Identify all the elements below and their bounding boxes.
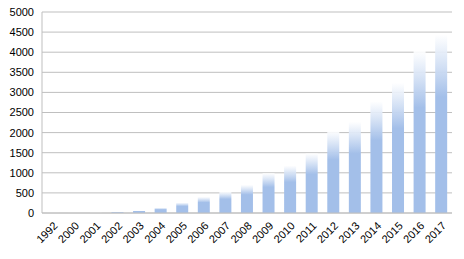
svg-text:2010: 2010 [271,219,297,245]
svg-text:2009: 2009 [250,219,276,245]
svg-text:2011: 2011 [293,219,318,244]
svg-text:1000: 1000 [10,167,34,179]
svg-text:3500: 3500 [10,66,34,78]
svg-text:4000: 4000 [10,46,34,58]
svg-text:2000: 2000 [56,219,82,245]
svg-text:2007: 2007 [207,219,233,245]
svg-text:1992: 1992 [34,219,60,245]
svg-text:2014: 2014 [358,219,384,245]
svg-text:2000: 2000 [10,127,34,139]
svg-text:2012: 2012 [314,219,340,245]
svg-text:4500: 4500 [10,26,34,38]
svg-text:2008: 2008 [228,219,254,245]
svg-text:5000: 5000 [10,6,34,18]
svg-text:500: 500 [16,187,34,199]
svg-text:2004: 2004 [142,219,168,245]
svg-text:2500: 2500 [10,106,34,118]
svg-text:3000: 3000 [10,86,34,98]
svg-text:2015: 2015 [379,219,405,245]
svg-text:2001: 2001 [77,219,103,245]
svg-text:2016: 2016 [401,219,427,245]
svg-text:0: 0 [28,207,34,219]
svg-text:1500: 1500 [10,147,34,159]
svg-text:2005: 2005 [163,219,189,245]
svg-text:2017: 2017 [422,219,448,245]
svg-text:2002: 2002 [99,219,125,245]
svg-text:2006: 2006 [185,219,211,245]
svg-text:2013: 2013 [336,219,362,245]
svg-text:2003: 2003 [120,219,146,245]
